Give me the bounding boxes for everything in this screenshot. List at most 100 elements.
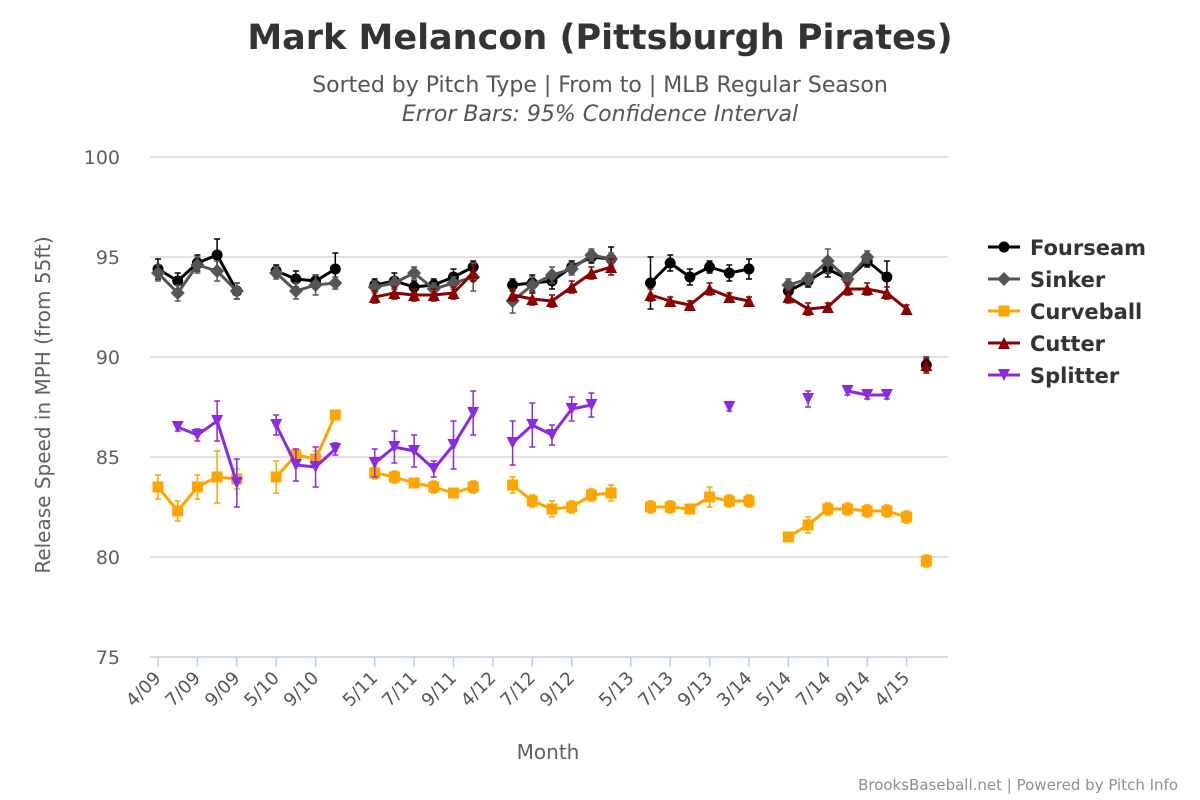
data-point-splitter [861, 389, 874, 401]
data-point-curveball [546, 503, 558, 515]
data-point-curveball [782, 531, 794, 543]
x-tick-label: 5/10 [240, 668, 283, 711]
data-point-curveball [901, 511, 913, 523]
data-point-cutter [506, 289, 519, 301]
data-point-sinker [584, 248, 599, 262]
data-point-cutter [664, 295, 677, 307]
data-point-splitter [546, 429, 558, 441]
chart-title: Mark Melancon (Pittsburgh Pirates) [247, 18, 952, 58]
data-point-fourseam [881, 271, 893, 283]
data-point-fourseam [645, 277, 656, 289]
x-tick-label: 7/09 [162, 668, 205, 711]
data-point-curveball [270, 471, 282, 483]
series-splitter [171, 385, 893, 508]
x-tick-label: 4/15 [871, 668, 914, 711]
data-point-cutter [841, 283, 854, 295]
data-point-fourseam [664, 257, 676, 269]
data-point-sinker [407, 266, 422, 280]
data-point-splitter [841, 385, 854, 397]
data-point-splitter [723, 401, 736, 413]
data-point-cutter [802, 303, 815, 315]
data-point-cutter [644, 289, 657, 301]
data-point-splitter [526, 419, 539, 431]
data-point-sinker [328, 276, 343, 290]
data-point-fourseam [507, 279, 519, 291]
data-point-fourseam [704, 261, 716, 273]
data-point-curveball [152, 481, 164, 493]
data-point-splitter [211, 415, 224, 427]
data-point-splitter [230, 477, 243, 489]
data-point-cutter [880, 287, 893, 299]
series-line-splitter [177, 419, 239, 484]
x-tick-label: 9/10 [280, 668, 323, 711]
x-tick-label: 5/13 [595, 668, 638, 711]
data-point-curveball [743, 495, 755, 507]
data-point-sinker [367, 280, 382, 294]
data-point-curveball [723, 495, 735, 507]
legend-label-splitter: Splitter [1030, 364, 1120, 388]
data-point-fourseam [329, 263, 341, 275]
series-line-fourseam [787, 259, 888, 293]
data-point-cutter [900, 303, 913, 315]
data-point-splitter [289, 459, 302, 471]
data-point-sinker [820, 254, 835, 268]
data-point-cutter [427, 289, 440, 301]
data-point-sinker [308, 278, 323, 292]
data-point-cutter [920, 359, 933, 371]
legend: Fourseam Sinker Curveball Cutter Splitter [988, 236, 1146, 388]
data-point-splitter [270, 419, 283, 431]
x-tick-label: 9/11 [418, 668, 461, 711]
data-point-curveball [191, 481, 203, 493]
data-point-sinker [170, 286, 185, 300]
y-tick-label: 75 [96, 647, 120, 669]
data-point-cutter [408, 289, 421, 301]
data-point-curveball [664, 501, 676, 513]
x-axis-label: Month [517, 740, 580, 764]
data-point-fourseam [743, 263, 755, 275]
data-point-cutter [388, 287, 401, 299]
x-tick-label: 7/14 [792, 668, 835, 711]
x-tick-label: 5/14 [753, 668, 796, 711]
data-point-curveball [704, 491, 716, 503]
data-point-sinker [545, 268, 559, 282]
series-line-sinker [275, 271, 336, 293]
data-point-cutter [585, 267, 598, 279]
series-fourseam [152, 238, 932, 372]
x-tick-label: 9/14 [831, 668, 874, 711]
data-point-fourseam [290, 273, 302, 285]
legend-marker-curveball [998, 305, 1010, 317]
data-point-curveball [802, 519, 814, 531]
data-point-splitter [585, 399, 598, 411]
data-point-splitter [467, 407, 480, 419]
data-point-sinker [564, 262, 579, 276]
data-point-splitter [880, 389, 893, 401]
data-point-cutter [743, 295, 755, 307]
y-tick-label: 90 [96, 347, 120, 369]
data-point-splitter [447, 439, 460, 451]
data-point-curveball [329, 409, 341, 421]
data-point-splitter [388, 441, 401, 453]
legend-label-fourseam: Fourseam [1030, 236, 1146, 260]
y-tick-label: 85 [96, 447, 120, 469]
x-tick-label: 3/14 [713, 668, 756, 711]
data-point-curveball [448, 487, 459, 499]
data-point-cutter [861, 283, 874, 295]
series-line-cutter [512, 265, 612, 303]
x-tick-label: 4/09 [122, 668, 165, 711]
data-point-curveball [822, 503, 834, 515]
data-point-curveball [842, 503, 853, 515]
data-point-curveball [585, 489, 597, 501]
chart-subtitle: Sorted by Pitch Type | From to | MLB Reg… [312, 73, 888, 98]
data-point-curveball [507, 479, 519, 491]
legend-marker-cutter [998, 337, 1010, 349]
data-point-splitter [565, 403, 578, 415]
x-tick-label: 4/12 [457, 668, 500, 711]
x-tick-label: 9/09 [201, 668, 244, 711]
x-tick-label: 9/13 [674, 668, 717, 711]
data-point-cutter [703, 283, 716, 295]
grid-lines [150, 156, 948, 558]
data-point-curveball [881, 505, 893, 517]
y-axis-ticks: 75 80 85 90 95 100 [84, 147, 120, 669]
data-point-sinker [525, 278, 540, 292]
chart-subtitle-error-bars: Error Bars: 95% Confidence Interval [402, 102, 798, 127]
